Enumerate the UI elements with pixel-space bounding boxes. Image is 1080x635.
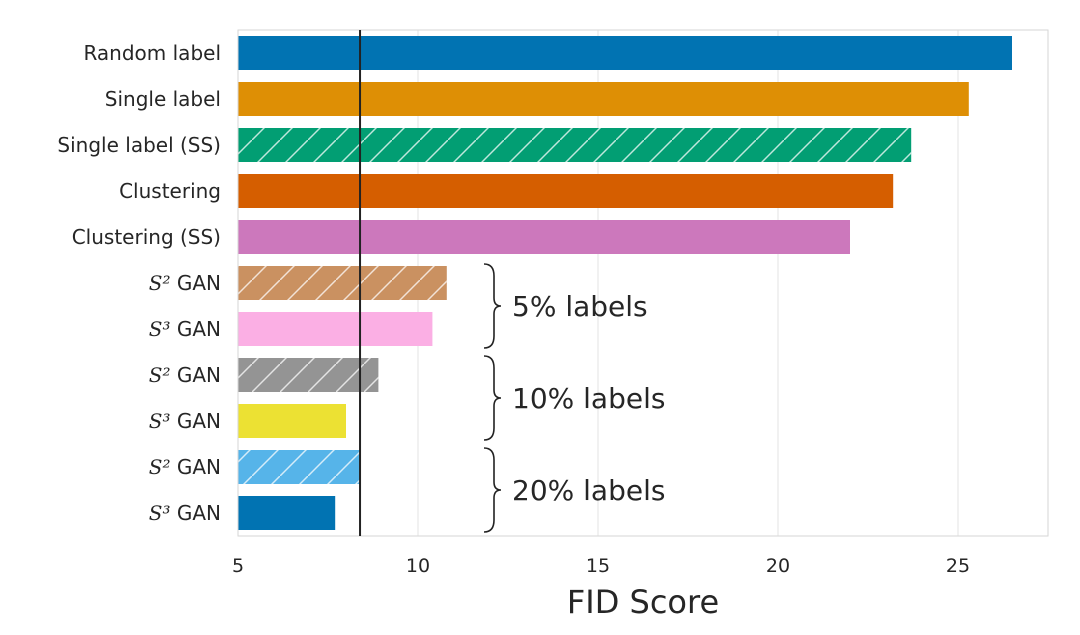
y-tick-label: S² GAN [149, 455, 221, 479]
bar [238, 312, 433, 346]
bar-hatch [238, 358, 379, 392]
group-brace [483, 447, 502, 533]
y-tick-label: Single label [105, 87, 221, 111]
bar [238, 174, 894, 208]
axes: 5 10 15 20 25 Random label Single label Single … [57, 29, 1049, 577]
bar [238, 220, 850, 254]
y-tick-label: S³ GAN [149, 317, 221, 341]
plot-frame [237, 29, 1049, 537]
x-tick-label: 15 [586, 555, 610, 577]
x-tick-label: 20 [766, 555, 790, 577]
x-tick-label: 25 [946, 555, 970, 577]
bar-hatch [238, 450, 361, 484]
y-tick-label: S² GAN [149, 363, 221, 387]
group-label: 10% labels [512, 382, 665, 415]
bar [238, 496, 336, 530]
y-tick-label: Single label (SS) [57, 133, 221, 157]
bars [238, 36, 1012, 530]
bar [238, 36, 1012, 70]
bar [238, 404, 346, 438]
group-brace [483, 263, 502, 349]
group-label: 20% labels [512, 474, 665, 507]
x-tick-label: 10 [406, 555, 430, 577]
y-tick-label: S³ GAN [149, 501, 221, 525]
x-axis-label: FID Score [567, 583, 719, 621]
bar [238, 82, 969, 116]
bar-hatch [238, 128, 912, 162]
y-tick-label: Random label [83, 41, 221, 65]
bar-hatch [238, 266, 447, 300]
y-tick-label: Clustering (SS) [72, 225, 221, 249]
group-brace [483, 355, 502, 441]
x-tick-label: 5 [232, 555, 244, 577]
group-label: 5% labels [512, 290, 648, 323]
y-tick-label: S² GAN [149, 271, 221, 295]
y-tick-label: Clustering [119, 179, 221, 203]
y-tick-label: S³ GAN [149, 409, 221, 433]
